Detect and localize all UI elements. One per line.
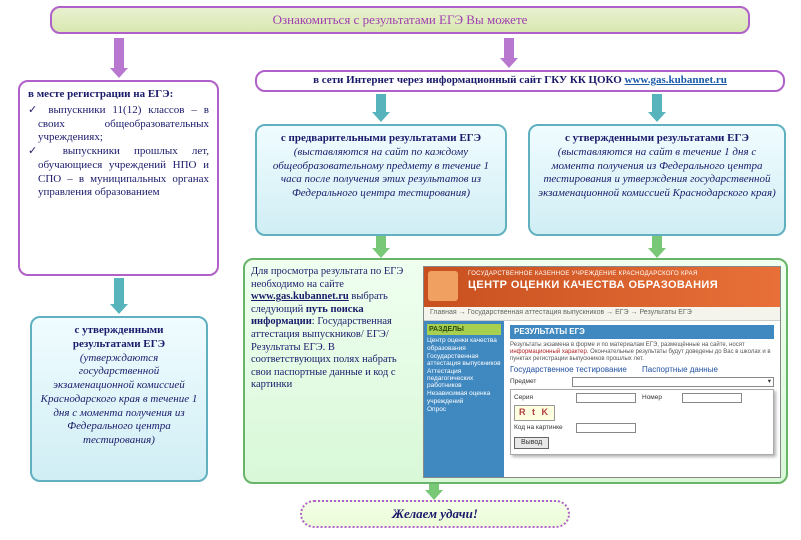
prelim-body: (выставляются на сайт по каждому общеобр… bbox=[273, 146, 489, 199]
approved-left-box: с утвержденными результатами ЕГЭ (утверж… bbox=[30, 316, 208, 482]
title-box: Ознакомиться с результатами ЕГЭ Вы может… bbox=[50, 6, 750, 34]
captcha-image: R t K bbox=[514, 405, 555, 420]
instr-url[interactable]: www.gas.kubannet.ru bbox=[251, 291, 349, 302]
reg-bullet-2: выпускники прошлых лет, обучающиеся учре… bbox=[28, 145, 209, 200]
sc-side-header: РАЗДЕЛЫ bbox=[427, 324, 501, 336]
arrow-reg-to-approved bbox=[110, 278, 128, 314]
submit-button[interactable]: Вывод bbox=[514, 437, 549, 450]
arrow-to-internet bbox=[500, 38, 518, 68]
sc-results-header: РЕЗУЛЬТАТЫ ЕГЭ bbox=[510, 325, 774, 339]
sc-side-item[interactable]: Государственная аттестация выпускников bbox=[427, 353, 501, 367]
sc-side-item[interactable]: Независимая оценка учреждений bbox=[427, 390, 501, 404]
approved-right-body: (выставляются на сайт в течение 1 дня с … bbox=[538, 146, 776, 199]
prelim-box: с предварительными результатами ЕГЭ (выс… bbox=[255, 124, 507, 236]
number-input[interactable] bbox=[682, 393, 742, 403]
registration-box: в месте регистрации на ЕГЭ: выпускники 1… bbox=[18, 80, 219, 276]
sc-banner-small: ГОСУДАРСТВЕННОЕ КАЗЕННОЕ УЧРЕЖДЕНИЕ КРАС… bbox=[468, 271, 772, 279]
sc-side-item[interactable]: Опрос bbox=[427, 406, 501, 413]
sc-banner: ГОСУДАРСТВЕННОЕ КАЗЕННОЕ УЧРЕЖДЕНИЕ КРАС… bbox=[424, 267, 780, 307]
internet-text: в сети Интернет через информационный сай… bbox=[313, 74, 624, 86]
captcha-input[interactable] bbox=[576, 423, 636, 433]
wish-box: Желаем удачи! bbox=[300, 500, 570, 528]
reg-header: в месте регистрации на ЕГЭ: bbox=[28, 88, 209, 102]
internet-box: в сети Интернет через информационный сай… bbox=[255, 70, 785, 92]
arrow-to-wish bbox=[425, 484, 443, 500]
approved-right-box: с утвержденными результатами ЕГЭ (выстав… bbox=[528, 124, 786, 236]
internet-link[interactable]: www.gas.kubannet.ru bbox=[625, 74, 727, 86]
sc-sidebar: РАЗДЕЛЫ Центр оценки качества образовани… bbox=[424, 321, 504, 478]
title-text: Ознакомиться с результатами ЕГЭ Вы может… bbox=[273, 12, 528, 27]
approved-left-body: (утверждаются государственной экзаменаци… bbox=[41, 352, 198, 447]
arrow-prelim-down bbox=[372, 236, 390, 258]
arrow-to-prelim bbox=[372, 94, 390, 122]
reg-bullet-1: выпускники 11(12) классов – в своих обще… bbox=[28, 104, 209, 145]
wish-text: Желаем удачи! bbox=[392, 506, 478, 521]
prelim-title: с предварительными результатами ЕГЭ bbox=[281, 132, 481, 144]
approved-right-title: с утвержденными результатами ЕГЭ bbox=[565, 132, 749, 144]
instruction-container: Для просмотра результата по ЕГЭ необходи… bbox=[243, 258, 788, 484]
sc-note: Результаты экзамена в форме и по материа… bbox=[510, 342, 774, 364]
sc-main: РЕЗУЛЬТАТЫ ЕГЭ Результаты экзамена в фор… bbox=[504, 321, 780, 478]
arrow-to-approved-right bbox=[648, 94, 666, 122]
sc-banner-big: ЦЕНТР ОЦЕНКИ КАЧЕСТВА ОБРАЗОВАНИЯ bbox=[468, 279, 772, 293]
sc-logo bbox=[428, 271, 458, 301]
instruction-text: Для просмотра результата по ЕГЭ необходи… bbox=[251, 266, 415, 392]
series-input[interactable] bbox=[576, 393, 636, 403]
subject-select[interactable] bbox=[572, 377, 774, 387]
sc-breadcrumb: Главная → Государственная аттестация вып… bbox=[424, 307, 780, 321]
website-screenshot: ГОСУДАРСТВЕННОЕ КАЗЕННОЕ УЧРЕЖДЕНИЕ КРАС… bbox=[423, 266, 781, 478]
arrow-appr-down bbox=[648, 236, 666, 258]
sc-side-item[interactable]: Аттестация педагогических работников bbox=[427, 368, 501, 389]
approved-left-title: с утвержденными результатами ЕГЭ bbox=[73, 324, 165, 350]
arrow-to-reg bbox=[110, 38, 128, 78]
sc-side-item[interactable]: Центр оценки качества образования bbox=[427, 337, 501, 351]
